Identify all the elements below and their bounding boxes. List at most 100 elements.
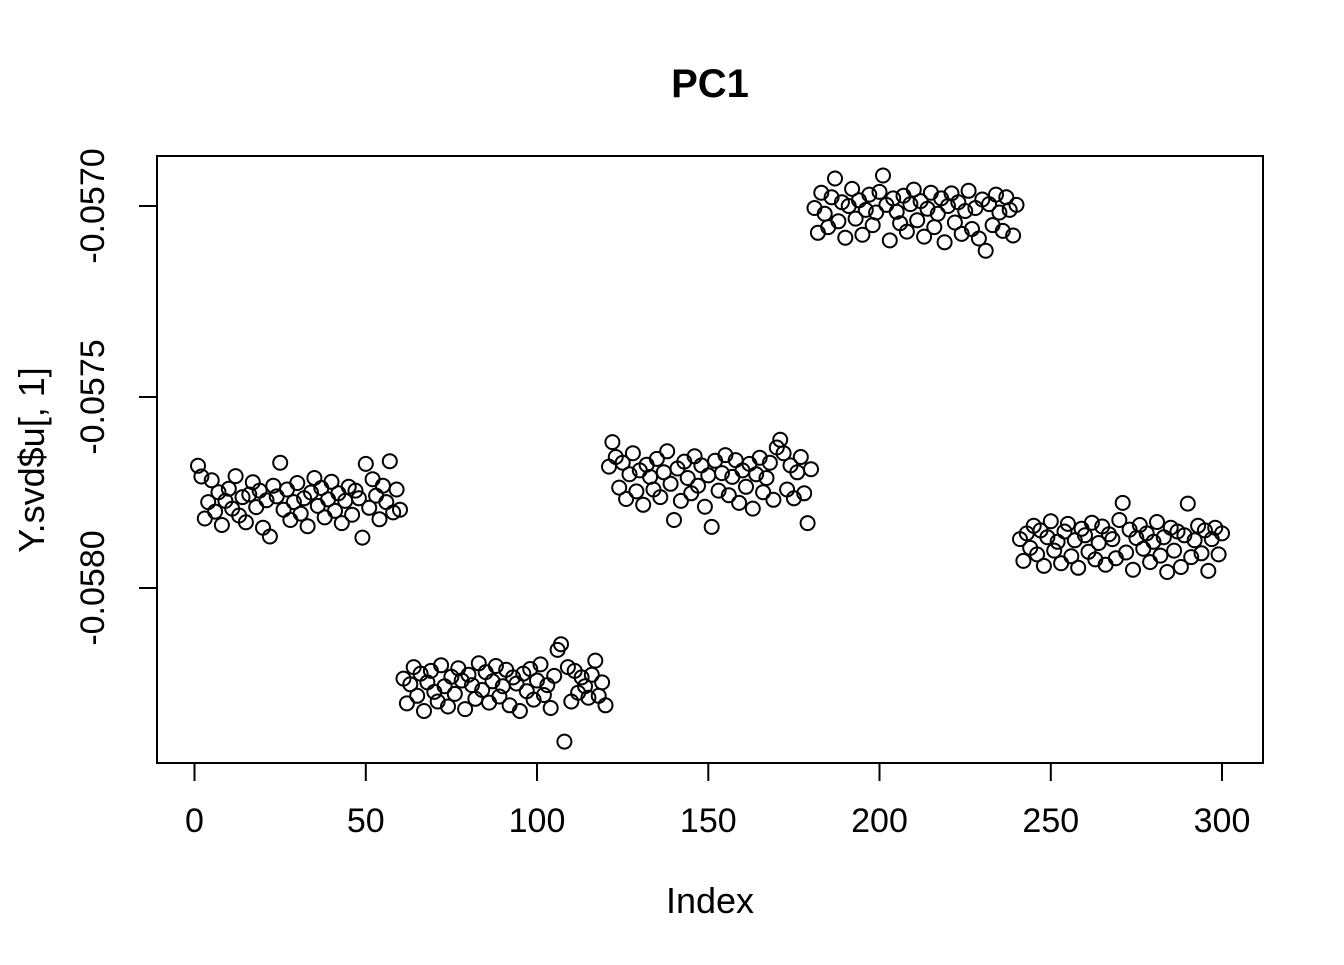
chart-title: PC1 bbox=[671, 62, 749, 106]
data-point bbox=[1056, 523, 1073, 540]
x-tick-label: 300 bbox=[1194, 802, 1251, 840]
data-point bbox=[364, 471, 381, 488]
data-point bbox=[857, 201, 874, 218]
data-point bbox=[813, 184, 830, 201]
data-point bbox=[213, 517, 230, 533]
data-point bbox=[898, 223, 915, 240]
data-point bbox=[1005, 227, 1022, 244]
data-point bbox=[604, 434, 621, 451]
data-point bbox=[785, 490, 802, 507]
data-point bbox=[1008, 196, 1025, 213]
data-point bbox=[738, 478, 754, 495]
data-point bbox=[977, 242, 994, 259]
data-point bbox=[409, 687, 426, 704]
data-point bbox=[577, 678, 593, 695]
data-point bbox=[916, 228, 933, 245]
data-point bbox=[690, 477, 706, 494]
data-point bbox=[487, 658, 504, 674]
data-point bbox=[792, 449, 809, 465]
data-point bbox=[323, 473, 340, 490]
data-point bbox=[1077, 527, 1093, 544]
data-point bbox=[248, 499, 265, 516]
data-point bbox=[594, 674, 611, 691]
data-point bbox=[628, 483, 645, 500]
data-point bbox=[261, 528, 278, 545]
data-point bbox=[522, 661, 539, 677]
data-point bbox=[905, 181, 922, 198]
data-point bbox=[1149, 514, 1165, 530]
data-point bbox=[374, 477, 391, 494]
data-point bbox=[624, 445, 641, 462]
data-point bbox=[830, 213, 847, 230]
data-point bbox=[416, 703, 432, 719]
x-tick-label: 0 bbox=[185, 802, 204, 840]
data-point bbox=[662, 475, 679, 492]
data-point bbox=[601, 458, 617, 475]
x-tick-label: 50 bbox=[347, 802, 385, 840]
data-point bbox=[758, 470, 775, 486]
data-point bbox=[611, 479, 628, 496]
data-point bbox=[1135, 540, 1152, 557]
data-point bbox=[1042, 513, 1059, 530]
data-point bbox=[621, 466, 638, 483]
data-point bbox=[775, 445, 792, 462]
data-point bbox=[237, 514, 254, 531]
data-point bbox=[511, 703, 528, 719]
data-point bbox=[1172, 559, 1189, 575]
data-point bbox=[207, 503, 224, 520]
data-point bbox=[484, 673, 501, 690]
data-point bbox=[299, 518, 316, 535]
data-point bbox=[1066, 532, 1083, 549]
data-point bbox=[799, 515, 816, 532]
data-point bbox=[868, 204, 885, 221]
data-point bbox=[672, 492, 689, 509]
data-point bbox=[871, 183, 888, 200]
data-point bbox=[748, 466, 765, 483]
data-point bbox=[827, 170, 843, 187]
data-point bbox=[988, 186, 1004, 203]
data-point bbox=[1046, 542, 1063, 559]
data-point bbox=[1083, 514, 1100, 531]
data-point bbox=[1186, 532, 1203, 549]
data-point bbox=[491, 688, 508, 705]
data-point bbox=[553, 636, 569, 653]
data-point bbox=[573, 669, 590, 686]
data-point bbox=[666, 512, 682, 528]
data-point bbox=[344, 506, 361, 523]
data-point bbox=[847, 210, 864, 227]
data-point bbox=[844, 180, 861, 197]
data-point bbox=[731, 494, 748, 511]
data-point bbox=[433, 657, 450, 674]
data-point bbox=[289, 475, 306, 491]
x-axis-ticks: 0 50 100 150 200 250 300 bbox=[185, 763, 1250, 840]
data-point bbox=[765, 491, 782, 508]
data-point bbox=[970, 230, 987, 247]
data-point bbox=[652, 489, 669, 506]
data-point bbox=[960, 182, 977, 199]
data-point bbox=[994, 222, 1011, 239]
data-point bbox=[1200, 562, 1217, 579]
data-point bbox=[272, 454, 289, 471]
data-point bbox=[446, 685, 463, 702]
data-point bbox=[1111, 512, 1128, 528]
x-tick-label: 100 bbox=[509, 802, 566, 840]
data-point bbox=[1035, 557, 1052, 574]
data-point bbox=[929, 205, 946, 222]
data-point bbox=[392, 501, 408, 518]
data-point bbox=[196, 510, 213, 527]
data-point bbox=[823, 189, 840, 206]
x-axis-label: Index bbox=[666, 880, 754, 921]
data-point bbox=[679, 470, 696, 486]
data-point bbox=[190, 457, 206, 474]
data-point bbox=[429, 693, 446, 710]
data-point bbox=[258, 492, 275, 509]
data-point bbox=[946, 214, 963, 231]
data-point bbox=[618, 491, 635, 507]
data-point bbox=[388, 481, 405, 498]
data-point bbox=[991, 204, 1008, 221]
x-tick-label: 200 bbox=[851, 802, 908, 840]
data-point bbox=[1179, 495, 1196, 512]
y-tick-label: -0.0580 bbox=[74, 530, 112, 645]
